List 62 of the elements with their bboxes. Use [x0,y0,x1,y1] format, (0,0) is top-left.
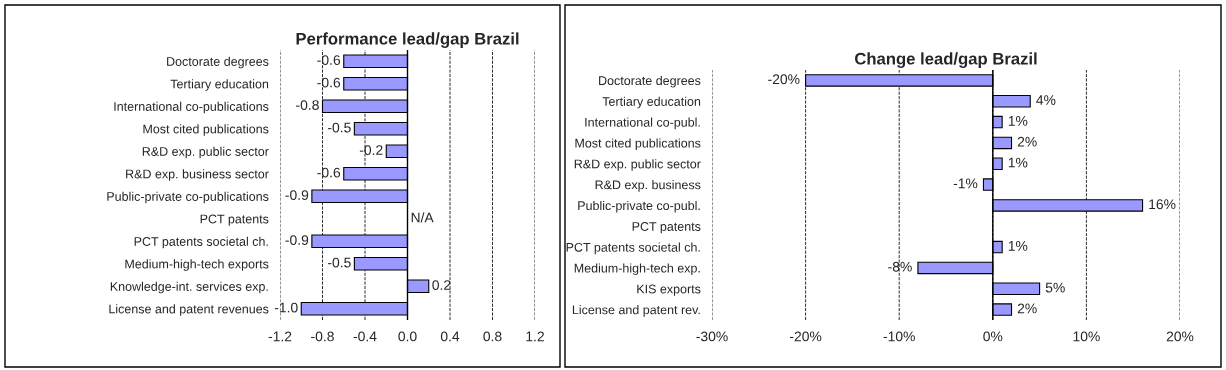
chart-title: Performance lead/gap Brazil [296,32,519,48]
data-label: -0.9 [285,190,309,200]
y-tick-label: PCT patents societal ch. [566,242,700,255]
data-label: 5% [1045,282,1065,293]
y-tick-label: R&D exp. public sector [574,159,701,171]
y-tick-label: Most cited publications [575,138,701,151]
y-tick-label: License and patent revenues [109,304,269,316]
x-tick-label: -10% [883,331,915,342]
y-tick-label: Medium-high-tech exports [125,259,269,271]
data-label: -0.5 [328,122,351,133]
y-tick-label: Doctorate degrees [599,75,701,88]
y-tick-label: KIS exports [637,284,701,296]
data-label: 1% [1008,241,1028,251]
data-label: -0.5 [328,257,351,268]
x-tick-label: 0.4 [440,331,460,342]
y-tick-label: Most cited publications [143,124,269,136]
x-tick-label: -0.4 [353,331,377,342]
x-tick-label: 10% [1073,331,1100,342]
y-tick-label: International co-publ. [585,117,700,130]
y-tick-label: Tertiary education [170,79,269,91]
y-tick-label: R&D exp. business sector [126,169,269,181]
data-label: 1% [1008,116,1028,126]
data-label: -1% [953,178,978,189]
y-tick-label: License and patent rev. [572,305,700,317]
x-tick-label: -30% [696,331,728,342]
y-tick-label: PCT patents [200,214,269,226]
y-tick-label: Medium-high-tech exp. [574,263,700,276]
text: N/A [411,212,434,223]
x-tick-label: 1.2 [526,331,544,342]
data-label: 2% [1017,303,1037,314]
data-label: -1.0 [274,302,298,313]
x-tick-label: -0.8 [311,331,334,342]
x-tick-label: 0% [983,331,1003,342]
data-label: 4% [1036,95,1056,105]
y-tick-label: Public-private co-publ. [578,200,700,213]
data-label: -0.6 [317,55,341,65]
data-label: -0.2 [359,145,383,155]
y-tick-label: Knowledge-int. services exp. [110,281,268,294]
data-label: 16% [1149,199,1176,210]
y-tick-label: International co-publications [114,101,269,114]
x-tick-label: -20% [790,331,822,342]
y-tick-label: Doctorate degrees [167,56,269,69]
y-tick-label: PCT patents societal ch. [134,236,268,249]
data-label: -0.6 [317,167,341,178]
x-tick-label: 0.0 [398,331,417,342]
y-tick-label: Tertiary education [602,96,701,109]
x-tick-label: 20% [1166,331,1194,342]
y-tick-label: R&D exp. business [595,180,701,192]
data-label: 0.2 [432,280,451,290]
data-label: -0.9 [285,235,309,245]
data-label: -8% [888,261,912,272]
data-label: -0.6 [317,77,341,88]
data-label: 2% [1017,136,1037,147]
x-tick-label: -1.2 [268,331,292,342]
chart-title: Change lead/gap Brazil [855,52,1037,68]
data-label: -0.8 [296,100,319,110]
y-tick-label: Public-private co-publications [107,191,269,204]
y-tick-label: PCT patents [632,222,701,234]
y-tick-label: R&D exp. public sector [142,146,269,159]
data-label: -20% [768,74,800,85]
data-label: 1% [1008,157,1028,168]
x-tick-label: 0.8 [483,331,502,342]
